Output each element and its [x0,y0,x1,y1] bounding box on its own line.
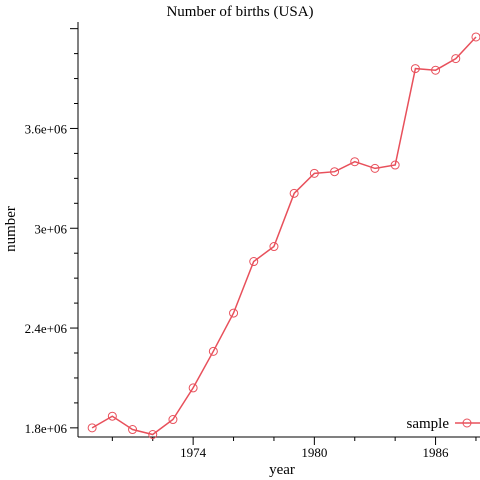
data-point [410,64,420,74]
data-point [168,415,178,425]
data-point [128,425,138,435]
data-point [330,167,340,177]
data-point [249,257,259,267]
data-point [87,423,97,433]
x-axis-label: year [269,462,295,478]
chart-title: Number of births (USA) [166,4,313,20]
y-ticks: 1.8e+06 2.4e+06 3e+06 3.6e+06 [25,28,78,436]
y-tick-label: 3e+06 [34,221,67,236]
legend-label: sample [407,416,450,432]
x-tick-label: 1974 [180,445,207,460]
data-point [148,430,158,440]
y-tick-label: 3.6e+06 [25,121,68,136]
legend: sample [407,416,480,432]
data-point [451,54,461,64]
data-point [107,411,117,421]
data-point [390,160,400,170]
series-line [91,36,477,436]
y-tick-label: 2.4e+06 [25,321,68,336]
data-point [350,157,360,167]
data-point [309,168,319,178]
series-layer [87,32,480,440]
data-point [370,163,380,173]
x-tick-label: 1980 [301,445,327,460]
x-ticks: 1974 1980 1986 [111,437,477,460]
data-point [269,242,279,252]
data-point [431,65,441,75]
x-tick-label: 1986 [423,445,450,460]
y-axis-label: number [3,206,19,252]
data-point [289,188,299,198]
data-point [229,308,239,318]
legend-marker [462,418,472,428]
data-point [188,383,198,393]
data-point [208,346,218,356]
y-tick-label: 1.8e+06 [25,421,68,436]
